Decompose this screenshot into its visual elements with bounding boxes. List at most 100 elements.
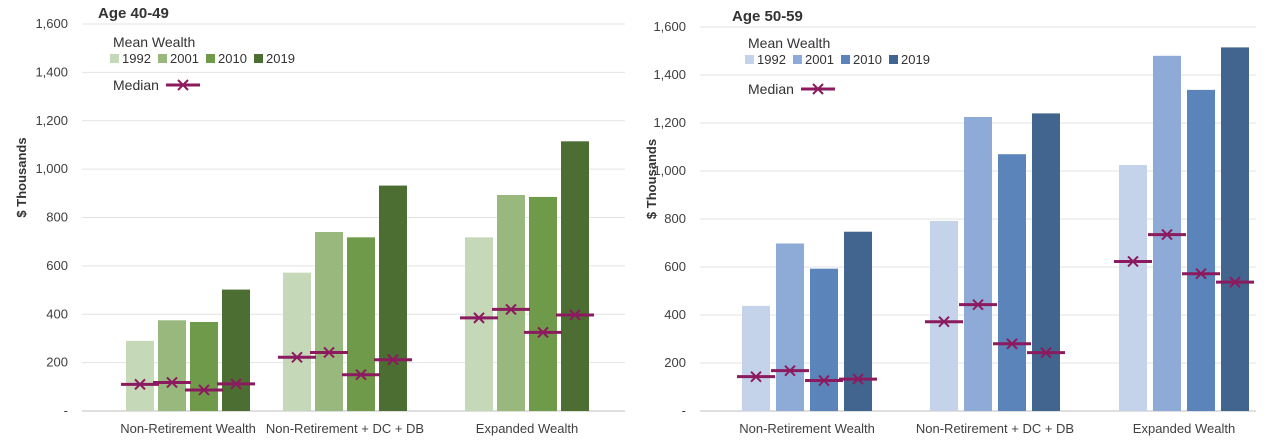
median-marker-2001 <box>310 346 348 359</box>
median-marker-1992 <box>737 370 775 383</box>
median-marker-2001 <box>959 298 997 311</box>
bar-2010 <box>190 321 218 411</box>
bar-1992 <box>742 305 770 411</box>
chart-title: Age 40-49 <box>98 5 169 22</box>
median-marker-2001 <box>153 376 191 389</box>
category-label: Non-Retirement Wealth <box>120 421 256 436</box>
legend-swatch-2019 <box>254 54 263 63</box>
y-tick-label: 600 <box>46 258 68 273</box>
legend-title: Mean Wealth <box>113 34 195 50</box>
bar-1992 <box>1119 165 1147 411</box>
category-label: Non-Retirement + DC + DB <box>266 421 424 436</box>
median-marker-1992 <box>121 378 159 391</box>
legend-label-2010: 2010 <box>853 52 882 67</box>
median-marker-2019 <box>556 309 594 321</box>
category-label: Non-Retirement + DC + DB <box>916 421 1074 436</box>
legend-median-label: Median <box>748 81 794 97</box>
median-x-icon <box>1006 338 1018 350</box>
median-marker-2019 <box>839 373 877 385</box>
median-marker-2019 <box>1216 276 1254 288</box>
bar-2019 <box>379 185 407 411</box>
chart-title: Age 50-59 <box>732 8 803 25</box>
y-tick-label: 1,400 <box>653 67 686 82</box>
median-x-icon <box>1161 228 1173 241</box>
bar-2010 <box>529 196 557 411</box>
bar-2019 <box>1221 47 1249 412</box>
legend-swatch-2010 <box>206 54 215 63</box>
legend-label-2001: 2001 <box>170 51 199 66</box>
median-x-icon <box>387 354 399 366</box>
legend-swatch-2001 <box>158 54 167 63</box>
median-x-icon <box>505 303 517 316</box>
category-label: Expanded Wealth <box>1133 421 1235 436</box>
median-marker-2001 <box>771 364 809 377</box>
category-label: Expanded Wealth <box>476 421 578 436</box>
median-marker-2019 <box>1027 346 1065 359</box>
bar-2001 <box>497 195 525 411</box>
median-marker-2010 <box>1182 268 1220 280</box>
median-x-icon <box>852 373 864 385</box>
median-x-icon <box>1040 346 1052 359</box>
median-x-icon <box>569 309 581 321</box>
legend-label-1992: 1992 <box>122 51 151 66</box>
y-tick-label: 200 <box>664 355 686 370</box>
bar-1992 <box>283 272 311 411</box>
bar-2001 <box>776 243 804 411</box>
bar-2010 <box>1187 89 1215 411</box>
legend-swatch-1992 <box>745 55 754 64</box>
bar-2019 <box>844 231 872 411</box>
legend-swatch-2010 <box>841 55 850 64</box>
legend-label-2010: 2010 <box>218 51 247 66</box>
y-tick-label: 1,600 <box>653 19 686 34</box>
y-tick-label: 1,400 <box>35 64 68 79</box>
legend-median-x-icon <box>177 79 189 91</box>
y-tick-label: - <box>64 403 68 418</box>
legend-swatch-2019 <box>889 55 898 64</box>
y-tick-label: 1,600 <box>35 16 68 31</box>
median-marker-2001 <box>1148 228 1186 241</box>
median-x-icon <box>938 316 950 328</box>
legend-title: Mean Wealth <box>748 35 830 51</box>
median-x-icon <box>784 364 796 377</box>
bar-2001 <box>158 320 186 411</box>
median-marker-2001 <box>492 303 530 316</box>
bar-2019 <box>561 141 589 411</box>
chart-age-50-59: - 200 400 600 800 1,000 1,200 1,400 1,600 $ Thous… <box>644 8 1256 436</box>
chart-age-40-49: - 200 400 600 800 1,000 1,200 1,400 1,600 $ Thous… <box>14 5 625 436</box>
bar-2001 <box>315 232 343 411</box>
bar-1992 <box>126 340 154 411</box>
bar-2001 <box>964 117 992 411</box>
median-x-icon <box>134 378 146 391</box>
median-x-icon <box>818 374 830 387</box>
median-marker-1992 <box>460 312 498 324</box>
legend-median-x-icon <box>812 83 824 95</box>
bar-1992 <box>465 237 493 411</box>
legend-swatch-1992 <box>110 54 119 63</box>
bar-2010 <box>347 237 375 411</box>
legend-label-2019: 2019 <box>901 52 930 67</box>
median-x-icon <box>166 376 178 389</box>
bar-2010 <box>810 268 838 411</box>
median-marker-1992 <box>925 316 963 328</box>
y-tick-label: 800 <box>46 210 68 225</box>
bar-2010 <box>998 154 1026 411</box>
median-x-icon <box>198 384 210 396</box>
median-marker-1992 <box>1114 255 1152 268</box>
median-marker-2010 <box>342 369 380 381</box>
median-marker-2019 <box>374 354 412 366</box>
category-label: Non-Retirement Wealth <box>739 421 875 436</box>
median-x-icon <box>972 298 984 311</box>
median-x-icon <box>1229 276 1241 288</box>
median-marker-1992 <box>278 351 316 364</box>
median-x-icon <box>537 326 549 339</box>
y-tick-label: - <box>682 403 686 418</box>
median-marker-2019 <box>217 378 255 390</box>
median-marker-2010 <box>993 338 1031 350</box>
y-axis-label: $ Thousands <box>14 137 29 217</box>
y-tick-label: 1,000 <box>35 161 68 176</box>
median-x-icon <box>473 312 485 324</box>
legend-label-2019: 2019 <box>266 51 295 66</box>
legend-swatch-2001 <box>793 55 802 64</box>
median-x-icon <box>230 378 242 390</box>
